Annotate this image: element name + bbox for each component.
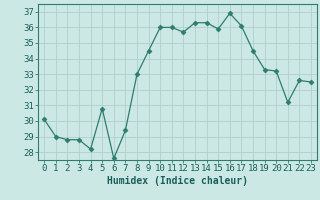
X-axis label: Humidex (Indice chaleur): Humidex (Indice chaleur) bbox=[107, 176, 248, 186]
